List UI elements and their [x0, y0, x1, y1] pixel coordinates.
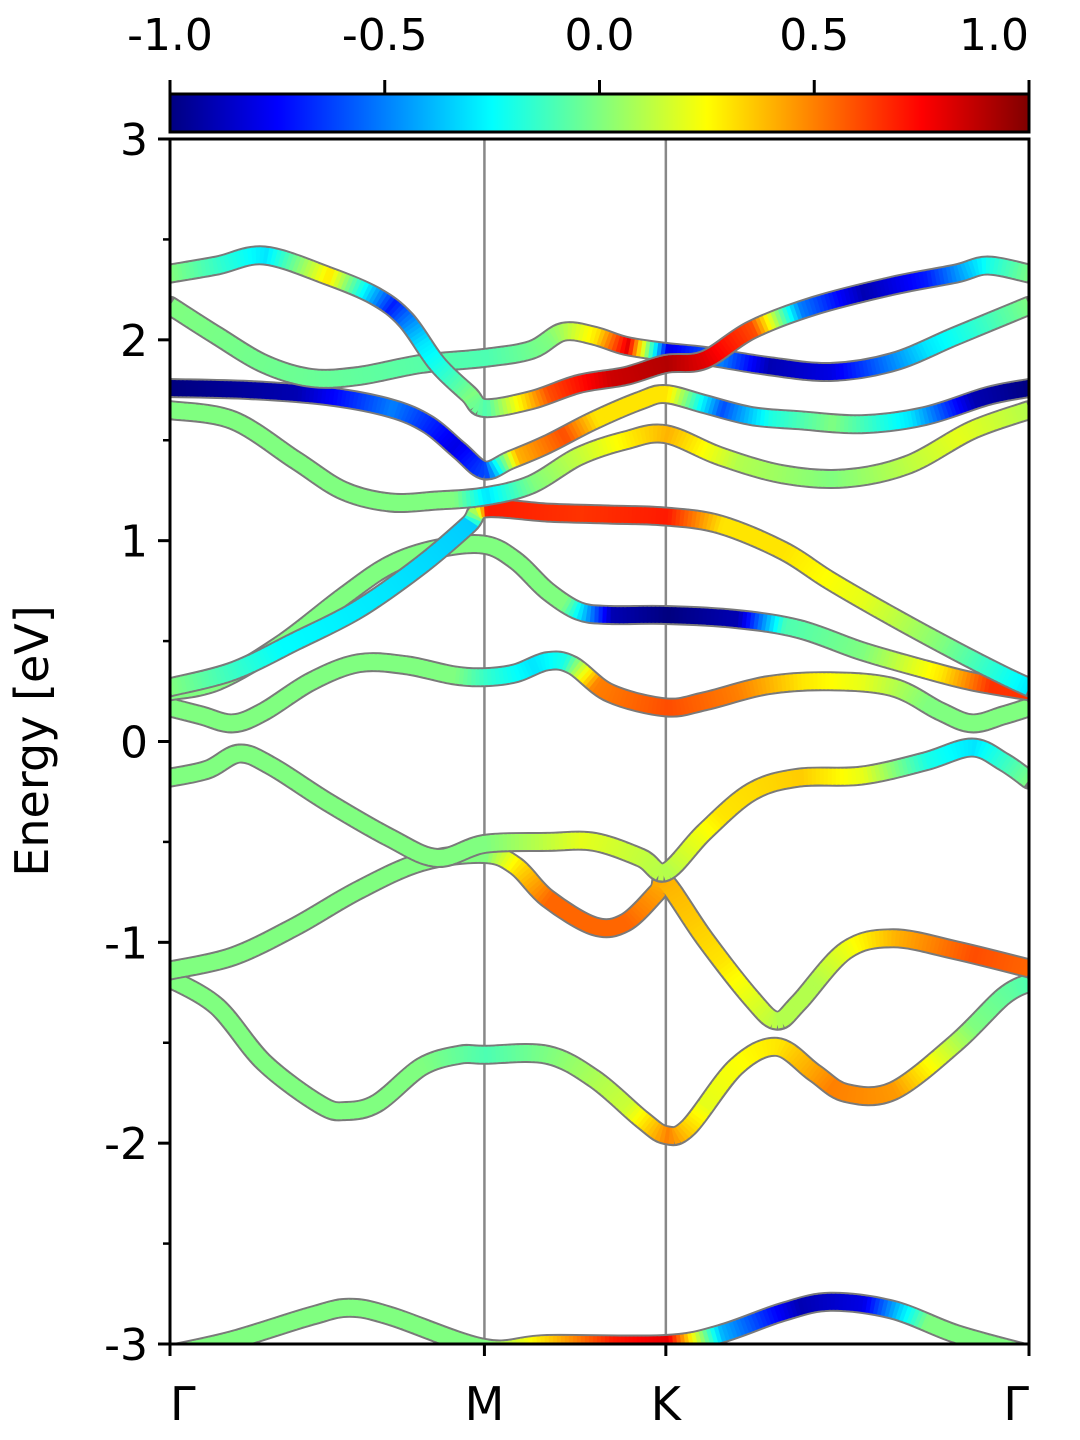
bands: [170, 245, 1029, 1353]
plot-area: -3 -2 -1 0 1 2 3 Γ M K Γ: [104, 115, 1031, 1431]
colorbar-gradient: [168, 92, 1031, 134]
colorbar-tick-label: 0.5: [779, 10, 849, 61]
k-point-label: Γ: [170, 1377, 196, 1431]
band-2: [170, 968, 1029, 1147]
band-segment: [478, 1338, 485, 1344]
band-segment: [508, 1340, 515, 1344]
band-segment: [1012, 1341, 1019, 1344]
y-tick-label: -2: [104, 1119, 148, 1170]
band-segment: [1008, 1340, 1015, 1344]
colorbar-ticks: -1.0 -0.5 0.0 0.5 1.0: [127, 10, 1031, 94]
y-axis-ticks: -3 -2 -1 0 1 2 3: [104, 115, 170, 1371]
colorbar-tick-label: 1.0: [959, 10, 1029, 61]
band-segment: [199, 1338, 207, 1344]
band-9: [170, 378, 1029, 481]
plot-frame: [168, 137, 1031, 1346]
band-segment: [178, 1343, 182, 1344]
band-segment: [1000, 1338, 1008, 1344]
y-tick-label: 0: [120, 718, 148, 769]
colorbar: -1.0 -0.5 0.0 0.5 1.0: [127, 10, 1031, 134]
band-outline: [170, 968, 1029, 1147]
y-tick-label: -1: [104, 918, 148, 969]
band-segment: [486, 1340, 492, 1344]
band-centerline: [170, 979, 1029, 1137]
band-1: [170, 1291, 1029, 1353]
y-tick-label: 1: [120, 517, 148, 568]
colorbar-tick-label: -1.0: [127, 10, 213, 61]
band-segment: [203, 1337, 211, 1344]
band-segment: [183, 1341, 190, 1344]
band-segment: [1021, 1343, 1023, 1344]
band-segment: [504, 1340, 511, 1344]
band-10: [170, 295, 1029, 389]
band-segment: [996, 1337, 1004, 1344]
k-point-label: Γ: [1003, 1377, 1029, 1431]
k-point-label: M: [465, 1377, 505, 1431]
k-path-dividers: [483, 139, 668, 1344]
band-11: [170, 245, 1029, 419]
band-3: [170, 843, 1029, 1031]
band-4: [170, 737, 1029, 883]
band-segment: [180, 1342, 186, 1344]
band-segment: [489, 1340, 496, 1344]
band-segment: [515, 1338, 523, 1344]
y-tick-label: 3: [120, 115, 148, 166]
band-segment: [174, 1352, 179, 1353]
colorbar-tick-label: -0.5: [342, 10, 428, 61]
band-segment: [474, 1337, 482, 1344]
band-segment: [191, 1340, 199, 1344]
band-segment: [511, 1339, 519, 1344]
band-7: [170, 498, 1029, 698]
y-axis-label: Energy [eV]: [5, 605, 59, 876]
band-segment: [195, 1339, 203, 1344]
y-tick-label: 2: [120, 316, 148, 367]
band-segment: [1004, 1339, 1012, 1344]
band-segment: [1016, 1342, 1023, 1344]
band-8: [170, 400, 1029, 514]
colorbar-tick-label: 0.0: [565, 10, 635, 61]
band-segment: [519, 1338, 527, 1344]
k-point-label: K: [651, 1377, 683, 1431]
band-5: [170, 650, 1029, 734]
band-segment: [187, 1340, 194, 1344]
y-tick-label: -3: [104, 1320, 148, 1371]
